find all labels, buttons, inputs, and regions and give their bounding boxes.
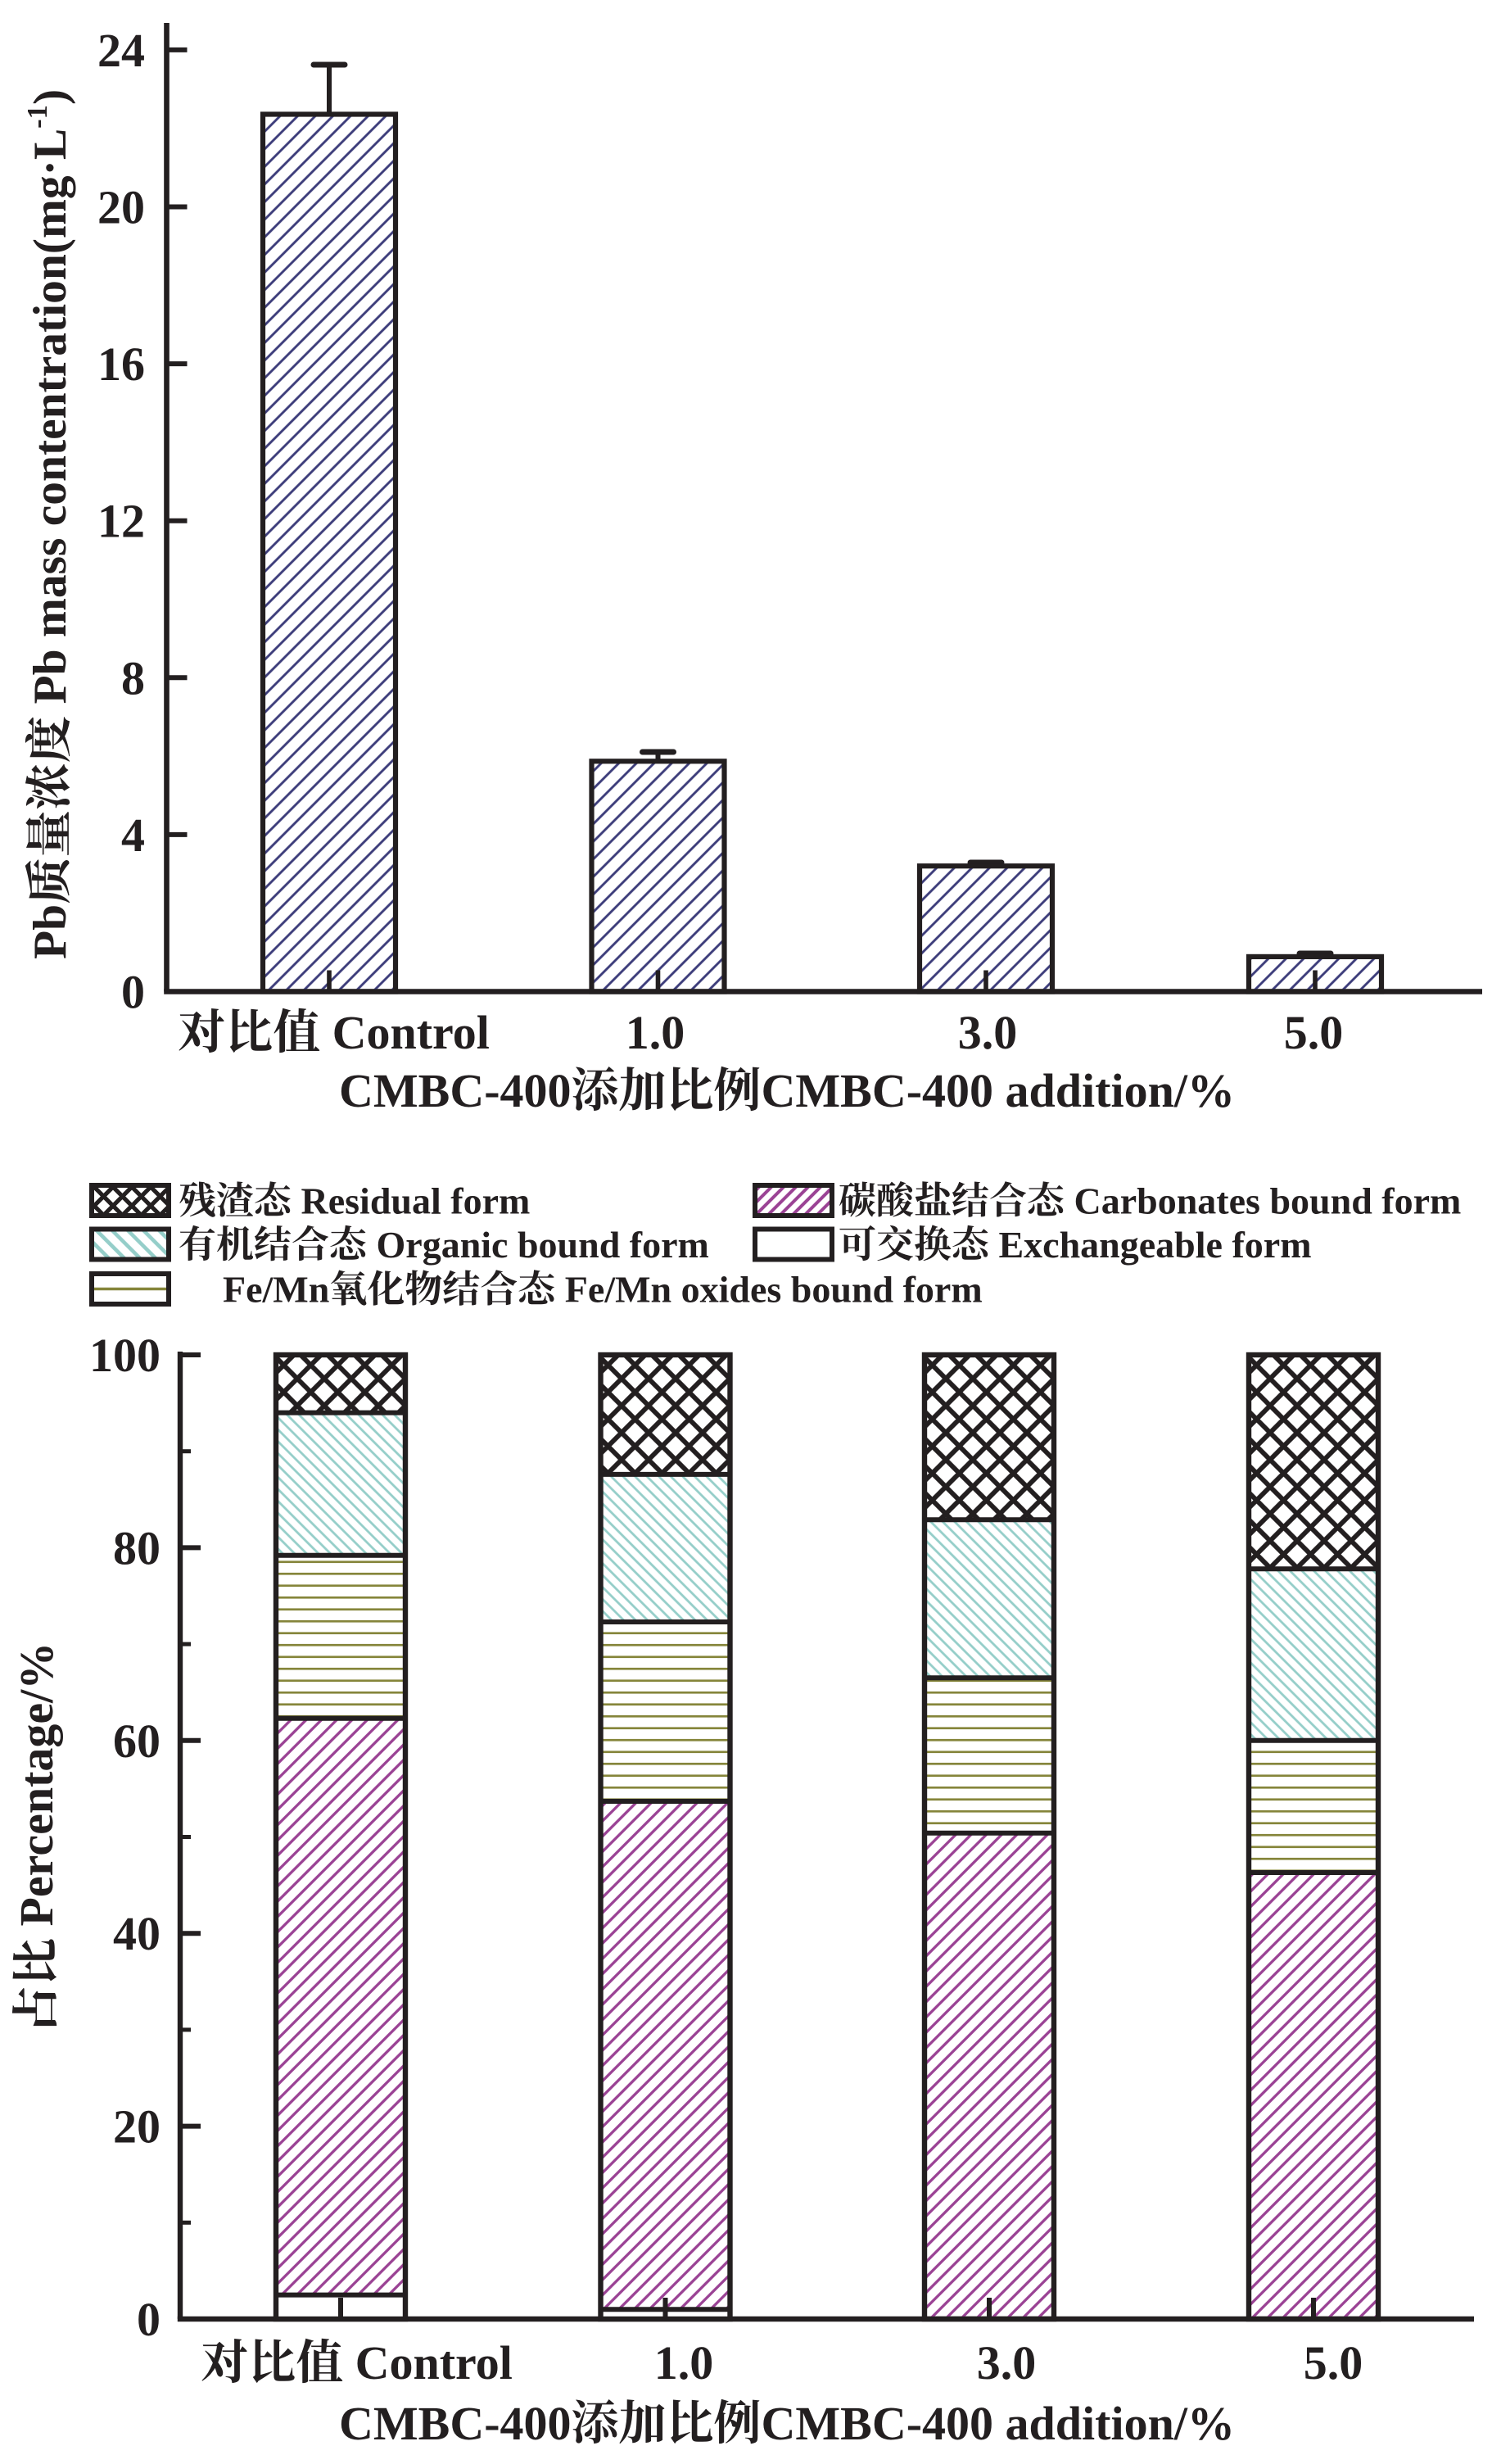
svg-text:Residual form: Residual form [292, 1180, 530, 1222]
svg-text:0: 0 [137, 2293, 161, 2346]
svg-text:Control: Control [343, 2336, 513, 2389]
svg-text:CMBC-400 addition/%: CMBC-400 addition/% [762, 2397, 1235, 2450]
svg-text:5.0: 5.0 [1304, 2336, 1363, 2389]
svg-text:20: 20 [113, 2100, 161, 2154]
svg-text:60: 60 [113, 1714, 161, 1768]
svg-text:Control: Control [320, 1006, 490, 1059]
svg-text:16: 16 [97, 337, 145, 391]
svg-text:80: 80 [113, 1521, 161, 1574]
svg-text:1.0: 1.0 [654, 2336, 714, 2389]
svg-text:8: 8 [121, 651, 145, 704]
svg-text:24: 24 [97, 24, 145, 77]
svg-text:Pb mass contentration(mg·L: Pb mass contentration(mg·L [25, 129, 76, 716]
svg-text:Fe/Mn: Fe/Mn [223, 1269, 329, 1311]
svg-text:-1: -1 [22, 105, 53, 129]
svg-text:Pb: Pb [25, 904, 76, 959]
svg-text:CMBC-400: CMBC-400 [339, 2397, 572, 2450]
svg-text:Percentage/%: Percentage/% [10, 1642, 63, 1938]
svg-text:4: 4 [121, 808, 145, 862]
svg-text:): ) [25, 89, 76, 105]
svg-text:20: 20 [97, 181, 145, 234]
svg-text:3.0: 3.0 [958, 1006, 1018, 1059]
svg-text:5.0: 5.0 [1284, 1006, 1344, 1059]
svg-text:3.0: 3.0 [977, 2336, 1037, 2389]
svg-text:Exchangeable form: Exchangeable form [989, 1224, 1312, 1266]
svg-text:Carbonates bound form: Carbonates bound form [1065, 1180, 1461, 1222]
svg-text:CMBC-400 addition/%: CMBC-400 addition/% [762, 1064, 1235, 1117]
svg-text:12: 12 [97, 495, 145, 548]
svg-text:40: 40 [113, 1907, 161, 1960]
svg-text:100: 100 [89, 1329, 161, 1382]
svg-text:1.0: 1.0 [626, 1006, 685, 1059]
svg-text:0: 0 [121, 966, 145, 1019]
svg-text:CMBC-400: CMBC-400 [339, 1064, 572, 1117]
svg-text:Organic bound form: Organic bound form [367, 1224, 709, 1266]
svg-text:Fe/Mn oxides bound form: Fe/Mn oxides bound form [555, 1269, 982, 1311]
